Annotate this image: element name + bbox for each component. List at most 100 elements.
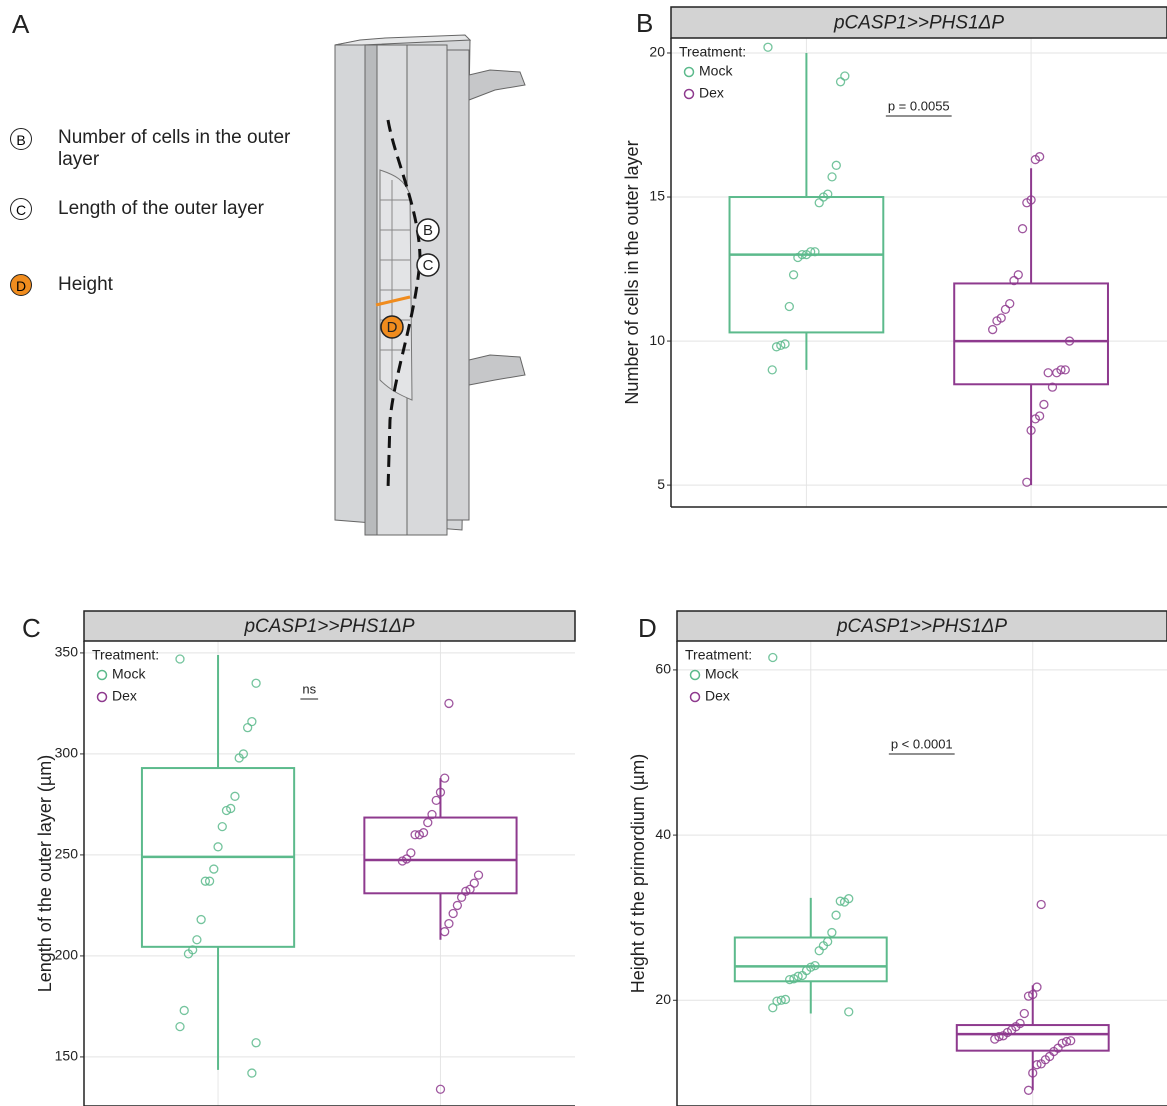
legend-symbol: [683, 66, 695, 78]
data-point: [1009, 275, 1019, 286]
y-tick-label: 40: [655, 826, 671, 842]
data-point: [988, 324, 998, 335]
strip-title: pCASP1>>PHS1ΔP: [833, 13, 1004, 34]
legend-label: Mock: [112, 666, 146, 682]
panel-label: D: [638, 613, 657, 643]
data-point: [435, 1084, 446, 1094]
data-point: [827, 927, 837, 938]
data-point: [1026, 425, 1036, 436]
data-point: [444, 918, 454, 929]
legend-marker: B: [10, 128, 32, 150]
data-point: [192, 935, 202, 945]
legend-symbol: [689, 691, 701, 703]
y-axis-label: Number of cells in the outer layer: [622, 140, 642, 404]
data-point: [175, 1021, 185, 1032]
data-point: [839, 897, 850, 907]
data-point: [990, 1034, 1000, 1044]
y-tick-label: 200: [55, 947, 79, 963]
y-tick-label: 10: [649, 332, 665, 348]
data-point: [1022, 477, 1032, 487]
data-point: [179, 1005, 189, 1016]
data-point: [175, 654, 185, 664]
data-point: [444, 698, 454, 709]
data-point: [1028, 1068, 1038, 1078]
data-point: [217, 821, 227, 832]
data-point: [1000, 304, 1011, 315]
box: [733, 936, 888, 983]
strip: [670, 6, 1167, 39]
data-point: [440, 927, 450, 937]
data-point: [767, 365, 777, 375]
legend-title: Treatment:: [92, 647, 159, 663]
data-point: [247, 716, 257, 727]
strip: [676, 610, 1167, 642]
panel-label: B: [636, 8, 653, 38]
data-point: [196, 914, 206, 925]
legend-label: Dex: [112, 688, 137, 704]
legend-text: Height: [58, 274, 113, 295]
panel-label: A: [12, 9, 30, 39]
data-point: [831, 910, 841, 920]
data-point: [1030, 414, 1041, 424]
box: [728, 196, 885, 334]
data-point: [1043, 368, 1053, 378]
data-point: [435, 787, 446, 797]
data-point: [763, 42, 773, 52]
data-point: [247, 1068, 257, 1078]
legend-label: Mock: [705, 666, 739, 682]
data-point: [251, 1038, 261, 1048]
data-point: [397, 856, 408, 866]
data-point: [213, 842, 223, 852]
data-point: [234, 753, 244, 763]
data-point: [1030, 154, 1041, 165]
data-point: [784, 301, 794, 312]
annotation: p < 0.0001: [891, 736, 953, 751]
diagram-marker: C: [423, 257, 434, 274]
data-point: [200, 876, 211, 886]
data-point: [992, 316, 1002, 326]
data-point: [452, 900, 463, 911]
data-point: [785, 974, 795, 985]
data-point: [461, 886, 471, 896]
box: [953, 282, 1109, 386]
data-point: [410, 830, 420, 840]
panel-label: C: [22, 613, 41, 643]
legend-text: Number of cells in the outer layer: [58, 127, 291, 170]
data-point: [1036, 1059, 1046, 1069]
data-point: [221, 805, 232, 816]
legend-symbol: [683, 88, 695, 100]
data-point: [998, 1031, 1008, 1041]
data-point: [793, 252, 803, 263]
legend-title: Treatment:: [679, 44, 746, 60]
data-point: [448, 908, 458, 919]
data-point: [801, 249, 812, 260]
data-point: [427, 809, 437, 820]
y-tick-label: 60: [655, 661, 671, 677]
y-tick-label: 20: [649, 44, 665, 60]
data-point: [242, 723, 253, 733]
legend-title: Treatment:: [685, 647, 752, 663]
data-point: [776, 340, 786, 351]
data-point: [1023, 991, 1034, 1001]
data-point: [789, 974, 799, 984]
data-point: [1066, 1036, 1076, 1046]
data-point: [835, 896, 845, 906]
data-point: [844, 1007, 854, 1017]
root-diagram: B C D: [334, 34, 526, 536]
data-point: [406, 848, 416, 858]
data-point: [204, 876, 215, 886]
box: [363, 816, 518, 895]
data-point: [814, 946, 824, 956]
strip: [83, 610, 576, 642]
data-point: [771, 342, 782, 352]
data-point: [827, 172, 837, 182]
y-axis-label: Height of the primordium (µm): [628, 754, 648, 993]
y-tick-label: 300: [55, 745, 79, 761]
data-point: [810, 960, 820, 971]
data-point: [1039, 399, 1049, 410]
data-point: [1028, 989, 1038, 1000]
data-point: [1019, 1008, 1029, 1019]
data-point: [209, 864, 219, 874]
data-point: [431, 795, 441, 806]
legend-marker: D: [10, 274, 32, 296]
